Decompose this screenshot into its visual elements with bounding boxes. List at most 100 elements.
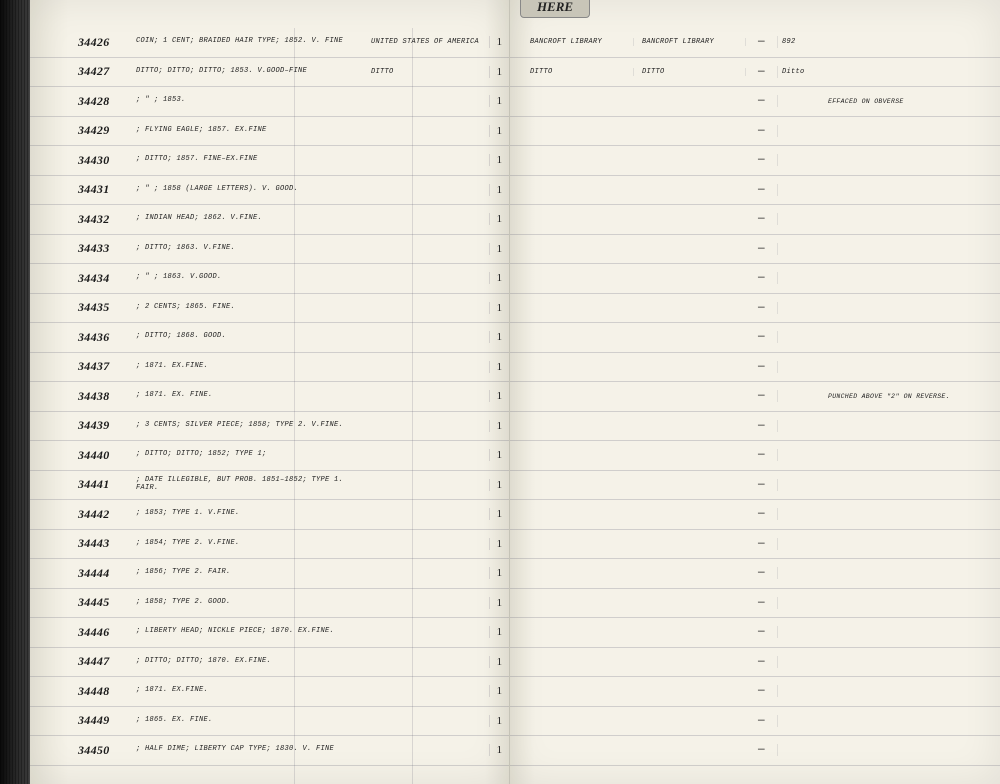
ledger-row: — [510, 500, 1000, 530]
entry-id: 34442 [78, 507, 136, 522]
ledger-row: 34433; Ditto; 1863. V.Fine. 1 [30, 235, 509, 265]
entry-dash: — [746, 508, 778, 520]
entry-quantity: 1 [489, 715, 509, 727]
ledger-row: 34446; Liberty Head; nickle piece; 1870.… [30, 618, 509, 648]
entry-location-2: Bancroft Library [634, 38, 746, 46]
entry-description: ; 1865. Ex. Fine. [136, 717, 371, 725]
entry-id: 34445 [78, 595, 136, 610]
entry-dash: — [746, 715, 778, 727]
entry-quantity: 1 [489, 656, 509, 668]
ledger-row: 34447; Ditto; Ditto; 1870. Ex.Fine.1 [30, 648, 509, 678]
entry-description: ; 1858; Type 2. Good. [136, 599, 371, 607]
entry-dash: — [746, 479, 778, 491]
entry-quantity: 1 [489, 184, 509, 196]
entry-id: 34440 [78, 448, 136, 463]
entry-dash: — [746, 154, 778, 166]
entry-description: ; 3 cents; silver piece; 1858; Type 2. V… [136, 422, 371, 430]
entry-quantity: 1 [489, 685, 509, 697]
entry-dash: — [746, 36, 778, 48]
entry-dash: — [746, 331, 778, 343]
book-spine [0, 0, 30, 784]
entry-quantity: 1 [489, 66, 509, 78]
entry-dash: — [746, 125, 778, 137]
entry-dash: — [746, 213, 778, 225]
entry-id: 34432 [78, 212, 136, 227]
entry-quantity: 1 [489, 154, 509, 166]
ledger-row: — Effaced on obverse [510, 87, 1000, 117]
entry-dash: — [746, 184, 778, 196]
ledger-row: 34428; " ; 1853.1 [30, 87, 509, 117]
entry-quantity: 1 [489, 479, 509, 491]
ledger-row: 34448; 1871. Ex.Fine.1 [30, 677, 509, 707]
entry-dash: — [746, 626, 778, 638]
entry-quantity: 1 [489, 243, 509, 255]
entry-id: 34435 [78, 300, 136, 315]
entry-dash: — [746, 390, 778, 402]
ledger-row: DittoDitto—Ditto [510, 58, 1000, 88]
entry-location-1: Bancroft Library [522, 38, 634, 46]
entry-description: ; Half Dime; Liberty Cap type; 1830. V. … [136, 746, 371, 754]
entry-description: ; Ditto; 1863. V.Fine. [136, 245, 371, 253]
entry-reference: 892 [778, 38, 822, 46]
entry-description: ; 1871. Ex.Fine. [136, 363, 371, 371]
ledger-row: 34443; 1854; Type 2. V.Fine.1 [30, 530, 509, 560]
entry-dash: — [746, 243, 778, 255]
ledger-row: — [510, 559, 1000, 589]
ledger-book: HERE 34426Coin; 1 cent; braided hair typ… [0, 0, 1000, 784]
entry-dash: — [746, 302, 778, 314]
entry-description: ; 1854; Type 2. V.Fine. [136, 540, 371, 548]
right-page: Bancroft LibraryBancroft Library—892Ditt… [510, 0, 1000, 784]
ledger-row: — [510, 530, 1000, 560]
ledger-row: — [510, 235, 1000, 265]
ledger-row: 34442; 1853; Type 1. V.Fine. 1 [30, 500, 509, 530]
entry-id: 34433 [78, 241, 136, 256]
entry-note: Effaced on obverse [822, 98, 1000, 105]
entry-description: ; 1856; Type 2. Fair. [136, 569, 371, 577]
ledger-row: — [510, 412, 1000, 442]
entry-quantity: 1 [489, 744, 509, 756]
entry-quantity: 1 [489, 272, 509, 284]
entry-quantity: 1 [489, 125, 509, 137]
entry-quantity: 1 [489, 508, 509, 520]
entry-dash: — [746, 656, 778, 668]
entry-quantity: 1 [489, 597, 509, 609]
ledger-row: Bancroft LibraryBancroft Library—892 [510, 28, 1000, 58]
ledger-row: — [510, 648, 1000, 678]
entry-dash: — [746, 95, 778, 107]
entry-location-1: Ditto [522, 68, 634, 76]
ledger-row: 34439; 3 cents; silver piece; 1858; Type… [30, 412, 509, 442]
entry-quantity: 1 [489, 213, 509, 225]
ledger-row: — [510, 323, 1000, 353]
entry-id: 34449 [78, 713, 136, 728]
entry-dash: — [746, 420, 778, 432]
entry-description: ; Indian Head; 1862. V.Fine. [136, 215, 371, 223]
ledger-row: 34444; 1856; Type 2. Fair.1 [30, 559, 509, 589]
ledger-row: — [510, 146, 1000, 176]
entry-description: ; Ditto; 1857. Fine–Ex.Fine [136, 156, 371, 164]
entry-description: ; Date illegible, but prob. 1851–1852; T… [136, 477, 371, 492]
entry-description: Coin; 1 cent; braided hair type; 1852. V… [136, 38, 371, 46]
entry-id: 34434 [78, 271, 136, 286]
entry-reference: Ditto [778, 68, 822, 76]
entry-description: ; 1871. Ex. Fine. [136, 392, 371, 400]
entry-description: ; Ditto; Ditto; 1870. Ex.Fine. [136, 658, 371, 666]
entry-id: 34428 [78, 94, 136, 109]
entry-dash: — [746, 272, 778, 284]
ledger-row: 34435; 2 cents; 1865. Fine.1 [30, 294, 509, 324]
ledger-row: — [510, 205, 1000, 235]
entry-id: 34441 [78, 477, 136, 492]
entry-description: ; 1853; Type 1. V.Fine. [136, 510, 371, 518]
entry-dash: — [746, 66, 778, 78]
entry-description: ; 1871. Ex.Fine. [136, 687, 371, 695]
ledger-row: — [510, 117, 1000, 147]
entry-quantity: 1 [489, 626, 509, 638]
ledger-row: — [510, 176, 1000, 206]
ledger-row: 34427Ditto; Ditto; Ditto; 1853. V.Good–F… [30, 58, 509, 88]
entry-quantity: 1 [489, 331, 509, 343]
entry-id: 34427 [78, 64, 136, 79]
entry-quantity: 1 [489, 36, 509, 48]
entry-id: 34436 [78, 330, 136, 345]
entry-description: Ditto; Ditto; Ditto; 1853. V.Good–Fine [136, 68, 371, 76]
entry-dash: — [746, 449, 778, 461]
entry-description: ; Ditto; 1868. Good. [136, 333, 371, 341]
